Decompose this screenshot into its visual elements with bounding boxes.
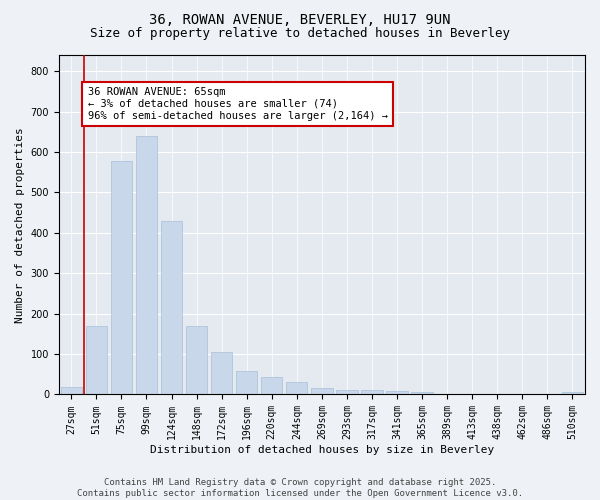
Bar bbox=[136, 136, 157, 394]
Bar bbox=[286, 382, 307, 394]
Text: 36, ROWAN AVENUE, BEVERLEY, HU17 9UN: 36, ROWAN AVENUE, BEVERLEY, HU17 9UN bbox=[149, 12, 451, 26]
X-axis label: Distribution of detached houses by size in Beverley: Distribution of detached houses by size … bbox=[150, 445, 494, 455]
Bar bbox=[161, 220, 182, 394]
Bar bbox=[261, 378, 283, 394]
Text: Size of property relative to detached houses in Beverley: Size of property relative to detached ho… bbox=[90, 28, 510, 40]
Bar bbox=[336, 390, 358, 394]
Bar bbox=[86, 326, 107, 394]
Bar bbox=[311, 388, 332, 394]
Bar bbox=[61, 387, 82, 394]
Bar bbox=[211, 352, 232, 395]
Text: 36 ROWAN AVENUE: 65sqm
← 3% of detached houses are smaller (74)
96% of semi-deta: 36 ROWAN AVENUE: 65sqm ← 3% of detached … bbox=[88, 88, 388, 120]
Bar bbox=[236, 372, 257, 394]
Bar bbox=[111, 161, 132, 394]
Bar bbox=[361, 390, 383, 394]
Bar bbox=[412, 392, 433, 394]
Bar bbox=[186, 326, 207, 394]
Y-axis label: Number of detached properties: Number of detached properties bbox=[15, 127, 25, 322]
Bar bbox=[562, 392, 583, 394]
Bar bbox=[386, 391, 408, 394]
Text: Contains HM Land Registry data © Crown copyright and database right 2025.
Contai: Contains HM Land Registry data © Crown c… bbox=[77, 478, 523, 498]
